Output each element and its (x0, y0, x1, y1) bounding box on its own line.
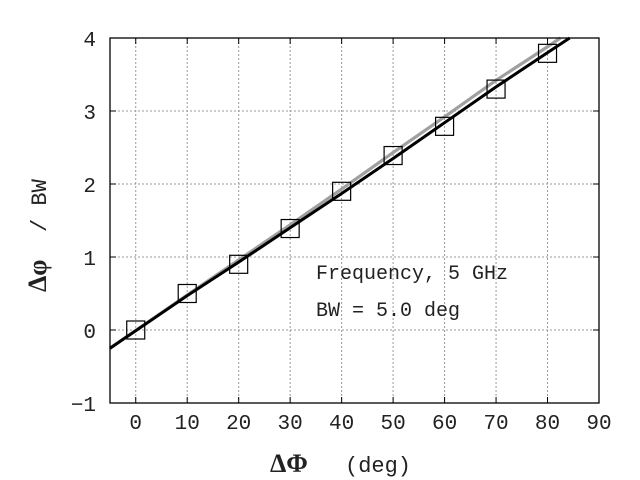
x-axis-label: ΔΦ (deg) (270, 449, 411, 479)
x-tick-label: 20 (226, 413, 251, 436)
y-axis-label-symbol: Δφ (23, 259, 52, 292)
x-tick-label: 40 (329, 413, 354, 436)
x-tick-label: 10 (175, 413, 200, 436)
data-point-square (434, 116, 455, 136)
tick-labels: 0 10 20 30 40 50 60 70 80 90 −1 0 1 2 3 4 (71, 30, 612, 436)
grid (110, 37, 600, 404)
data-point-square (332, 181, 352, 201)
y-tick-label: 1 (83, 249, 96, 272)
plot-frame (109, 37, 600, 404)
series-layer (109, 36, 571, 350)
annotation-bw: BW = 5.0 deg (316, 300, 460, 323)
data-point-square (537, 43, 558, 63)
x-tick-label: 70 (483, 413, 508, 436)
x-axis-label-unit: (deg) (345, 454, 411, 479)
series-line-black (109, 36, 571, 350)
y-tick-label: 4 (83, 30, 96, 53)
x-tick-label: 80 (535, 413, 560, 436)
y-tick-label: 0 (83, 322, 96, 345)
annotation-frequency: Frequency, 5 GHz (316, 263, 508, 286)
x-axis-label-symbol: ΔΦ (270, 449, 308, 478)
x-tick-label: 30 (278, 413, 303, 436)
y-tick-label: 3 (83, 103, 96, 126)
x-tick-label: 50 (380, 413, 405, 436)
data-point-square (126, 320, 146, 340)
x-tick-label: 90 (586, 413, 611, 436)
y-tick-label: 2 (83, 176, 96, 199)
data-point-square (177, 283, 197, 304)
y-tick-label: −1 (71, 395, 96, 418)
x-tick-label: 0 (129, 413, 142, 436)
data-point-square (280, 218, 300, 239)
x-tick-label: 60 (432, 413, 457, 436)
y-axis-label-rest: / BW (28, 178, 53, 232)
data-point-square (486, 79, 506, 99)
data-point-square (383, 145, 403, 166)
y-axis-label: Δφ / BW (23, 178, 53, 292)
data-point-square (229, 254, 249, 274)
